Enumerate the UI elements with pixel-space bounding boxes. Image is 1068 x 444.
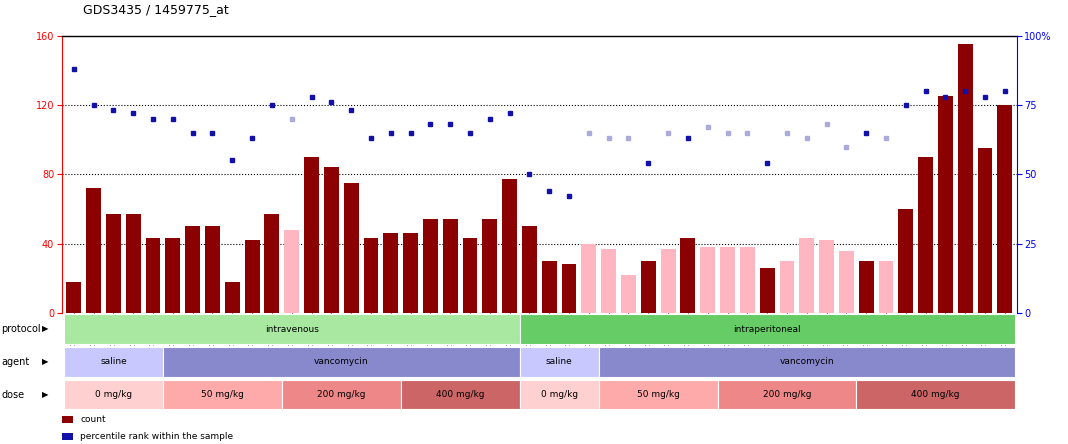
Bar [918, 157, 933, 313]
Text: 0 mg/kg: 0 mg/kg [95, 390, 132, 399]
Bar [522, 226, 537, 313]
Bar [819, 240, 834, 313]
Bar [185, 226, 200, 313]
Text: GDS3435 / 1459775_at: GDS3435 / 1459775_at [83, 3, 229, 16]
Text: 200 mg/kg: 200 mg/kg [763, 390, 812, 399]
Bar [383, 233, 398, 313]
Bar [423, 219, 438, 313]
Bar [898, 209, 913, 313]
Bar [701, 247, 716, 313]
Bar [641, 261, 656, 313]
Bar [462, 238, 477, 313]
Bar [622, 275, 635, 313]
Bar [363, 238, 378, 313]
Text: ▶: ▶ [42, 390, 48, 399]
Bar [166, 238, 180, 313]
Bar [66, 282, 81, 313]
Bar [879, 261, 894, 313]
Text: 400 mg/kg: 400 mg/kg [911, 390, 960, 399]
Text: saline: saline [100, 357, 127, 366]
Bar [304, 157, 319, 313]
Bar [998, 105, 1012, 313]
Bar [562, 265, 577, 313]
Bar [759, 268, 774, 313]
Bar [977, 148, 992, 313]
Bar [958, 44, 973, 313]
Text: saline: saline [546, 357, 572, 366]
Text: ▶: ▶ [42, 325, 48, 333]
Text: 200 mg/kg: 200 mg/kg [317, 390, 365, 399]
Text: dose: dose [1, 390, 25, 400]
Bar [324, 167, 339, 313]
Text: 0 mg/kg: 0 mg/kg [540, 390, 578, 399]
Bar [780, 261, 795, 313]
Text: vancomycin: vancomycin [314, 357, 368, 366]
Text: 400 mg/kg: 400 mg/kg [436, 390, 485, 399]
Text: protocol: protocol [1, 324, 41, 334]
Bar [601, 249, 616, 313]
Bar [799, 238, 814, 313]
Bar [126, 214, 141, 313]
Bar [541, 261, 556, 313]
Text: 50 mg/kg: 50 mg/kg [201, 390, 244, 399]
Text: ▶: ▶ [42, 357, 48, 366]
Bar [839, 250, 853, 313]
Bar [403, 233, 418, 313]
Bar [859, 261, 874, 313]
Text: intraperitoneal: intraperitoneal [734, 325, 801, 333]
Bar [483, 219, 498, 313]
Bar [502, 179, 517, 313]
Text: 50 mg/kg: 50 mg/kg [637, 390, 679, 399]
Bar [720, 247, 735, 313]
Bar [344, 183, 359, 313]
Text: count: count [80, 415, 106, 424]
Bar [245, 240, 260, 313]
Text: percentile rank within the sample: percentile rank within the sample [80, 432, 233, 441]
Bar [443, 219, 457, 313]
Bar [205, 226, 220, 313]
Bar [225, 282, 239, 313]
Bar [740, 247, 755, 313]
Text: agent: agent [1, 357, 29, 367]
Bar [938, 96, 953, 313]
Bar [87, 188, 101, 313]
Bar [680, 238, 695, 313]
Bar [265, 214, 280, 313]
Bar [145, 238, 160, 313]
Bar [284, 230, 299, 313]
Text: vancomycin: vancomycin [780, 357, 834, 366]
Bar [106, 214, 121, 313]
Bar [581, 244, 596, 313]
Bar [661, 249, 676, 313]
Text: intravenous: intravenous [265, 325, 318, 333]
